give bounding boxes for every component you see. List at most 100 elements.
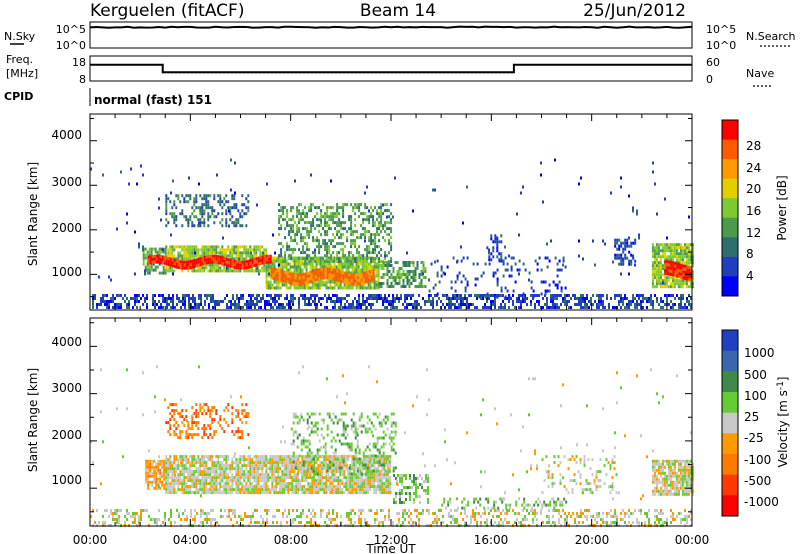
data-cell	[390, 245, 393, 249]
data-cell	[263, 261, 266, 265]
data-cell	[442, 303, 444, 306]
data-cell	[688, 274, 691, 278]
data-cell	[642, 297, 644, 300]
data-cell	[357, 268, 360, 272]
data-cell	[659, 267, 662, 271]
data-cell	[229, 261, 232, 265]
data-cell	[205, 255, 208, 259]
data-cell	[508, 509, 510, 512]
data-cell	[656, 518, 658, 521]
data-cell	[584, 306, 586, 309]
data-cell	[342, 242, 345, 246]
data-cell	[189, 461, 192, 465]
data-cell	[598, 515, 600, 518]
data-cell	[225, 224, 228, 228]
data-cell	[590, 515, 592, 518]
data-cell	[518, 512, 520, 515]
data-cell	[256, 509, 258, 512]
data-cell	[486, 306, 488, 309]
data-cell	[346, 230, 349, 234]
data-cell	[324, 215, 327, 219]
data-cell	[201, 248, 204, 252]
data-cell	[207, 212, 210, 216]
data-cell	[162, 294, 164, 297]
data-cell	[238, 303, 240, 306]
data-cell	[486, 300, 488, 303]
data-cell	[620, 262, 623, 266]
data-cell	[297, 262, 300, 266]
data-cell	[201, 206, 204, 210]
data-cell	[340, 303, 342, 306]
data-cell	[316, 212, 319, 216]
data-cell	[365, 262, 368, 266]
data-cell	[554, 256, 557, 260]
station-title: Kerguelen (fitACF)	[90, 1, 244, 21]
data-cell	[209, 194, 212, 198]
data-cell	[272, 300, 274, 303]
data-cell	[215, 245, 218, 249]
data-cell	[271, 262, 274, 266]
data-cell	[274, 294, 276, 297]
data-cell	[286, 297, 288, 300]
data-cell	[416, 515, 418, 518]
data-cell	[428, 512, 430, 515]
data-cell	[298, 257, 301, 261]
data-cell	[276, 521, 278, 524]
data-cell	[366, 300, 368, 303]
data-cell	[200, 512, 202, 515]
data-cell	[486, 297, 488, 300]
data-cell	[170, 509, 172, 512]
data-cell	[352, 230, 355, 234]
data-cell	[667, 258, 670, 262]
data-cell	[342, 254, 345, 258]
data-cell	[318, 218, 321, 222]
data-cell	[340, 273, 343, 277]
data-cell	[153, 486, 156, 490]
data-cell	[173, 215, 176, 219]
data-cell	[251, 269, 254, 273]
data-cell	[183, 197, 186, 201]
data-cell	[652, 300, 654, 303]
data-cell	[364, 248, 367, 252]
data-cell	[209, 263, 212, 267]
data-cell	[271, 256, 274, 260]
data-cell	[146, 271, 149, 275]
data-cell	[159, 471, 162, 475]
data-cell	[173, 218, 176, 222]
data-cell	[247, 259, 250, 263]
data-cell	[370, 206, 373, 210]
data-cell	[243, 269, 246, 273]
data-cell	[496, 236, 498, 240]
data-cell	[322, 203, 325, 207]
data-cell	[234, 306, 236, 309]
data-cell	[375, 268, 378, 272]
data-cell	[522, 262, 525, 266]
data-cell	[689, 243, 692, 247]
data-cell	[420, 270, 423, 273]
data-cell	[502, 521, 504, 524]
data-cell	[566, 303, 568, 306]
data-cell	[278, 272, 281, 276]
data-cell	[562, 263, 564, 267]
data-cell	[602, 239, 604, 243]
data-cell	[562, 259, 565, 263]
data-cell	[284, 509, 286, 512]
data-cell	[418, 518, 420, 521]
data-cell	[390, 285, 393, 288]
data-cell	[506, 289, 509, 293]
data-cell	[338, 306, 340, 309]
data-cell	[538, 300, 540, 303]
data-cell	[661, 279, 664, 283]
data-cell	[195, 194, 198, 198]
data-cell	[207, 251, 210, 255]
data-cell	[376, 300, 378, 303]
data-cell	[691, 252, 694, 256]
data-cell	[356, 303, 358, 306]
data-cell	[526, 297, 528, 300]
data-cell	[432, 521, 434, 524]
data-cell	[218, 303, 220, 306]
data-cell	[326, 515, 328, 518]
data-cell	[386, 279, 389, 282]
data-cell	[273, 259, 276, 263]
data-cell	[161, 258, 164, 262]
